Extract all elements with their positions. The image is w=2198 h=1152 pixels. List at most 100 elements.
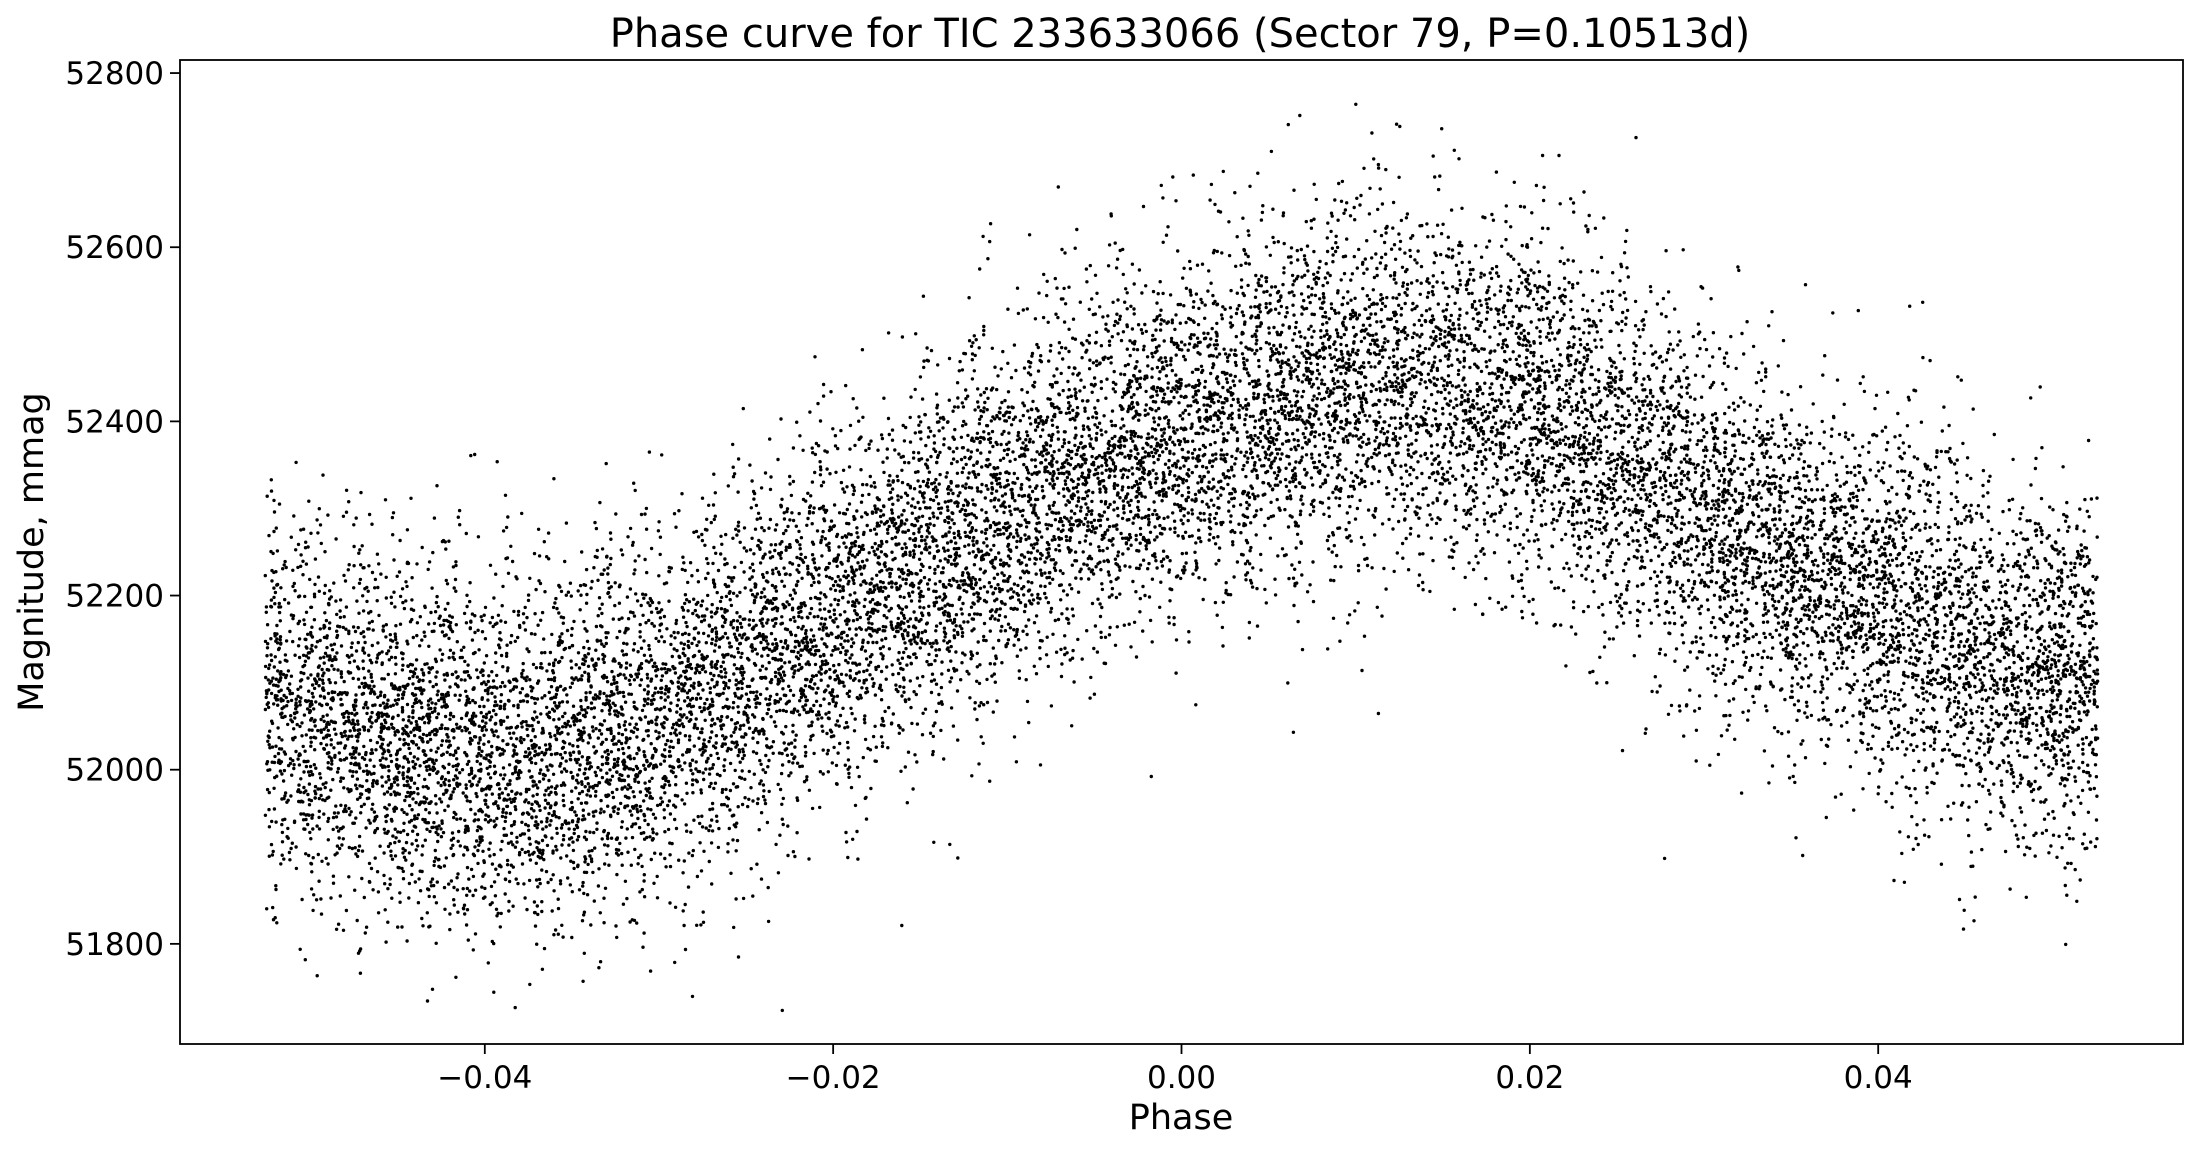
data-point — [1025, 307, 1030, 311]
data-point — [842, 574, 846, 578]
data-point — [1810, 559, 1815, 564]
data-point — [883, 709, 887, 714]
data-point — [427, 707, 431, 711]
data-point — [1455, 541, 1459, 545]
data-point — [724, 787, 728, 792]
data-point — [584, 698, 588, 702]
data-point — [1369, 365, 1373, 369]
data-point — [900, 468, 904, 472]
data-point — [1871, 734, 1875, 738]
data-point — [1547, 300, 1551, 305]
data-point — [420, 545, 424, 550]
data-point — [1003, 602, 1007, 606]
data-point — [1959, 521, 1964, 526]
data-point — [1546, 316, 1550, 320]
data-point — [1633, 324, 1638, 328]
data-point — [1692, 490, 1696, 494]
data-point — [1171, 426, 1176, 430]
data-point — [562, 647, 566, 652]
data-point — [495, 914, 499, 918]
data-point — [1120, 516, 1125, 521]
data-point — [642, 596, 646, 600]
data-point — [1840, 666, 1844, 670]
data-point — [1025, 632, 1029, 637]
data-point — [587, 679, 591, 683]
data-point — [1074, 391, 1078, 395]
data-point — [1520, 609, 1524, 614]
data-point — [1362, 336, 1367, 340]
data-point — [561, 616, 566, 620]
data-point — [1892, 697, 1896, 701]
data-point — [839, 672, 844, 676]
data-point — [1254, 533, 1258, 537]
data-point — [920, 733, 925, 737]
data-point — [1404, 469, 1409, 473]
data-point — [509, 736, 513, 740]
data-point — [860, 515, 864, 519]
data-point — [1411, 468, 1416, 472]
data-point — [2082, 564, 2087, 568]
data-point — [1377, 469, 1382, 473]
data-point — [1342, 379, 1347, 383]
data-point — [662, 759, 667, 763]
data-point — [2007, 761, 2011, 765]
data-point — [1764, 367, 1768, 371]
data-point — [1225, 452, 1229, 457]
data-point — [1518, 204, 1523, 209]
data-point — [1379, 319, 1383, 324]
data-point — [2022, 853, 2027, 857]
data-point — [1468, 512, 1473, 516]
data-point — [1373, 533, 1377, 537]
data-point — [1364, 383, 1368, 387]
data-point — [1162, 319, 1166, 323]
data-point — [599, 798, 603, 803]
data-point — [1700, 413, 1705, 417]
data-point — [1537, 553, 1541, 557]
data-point — [2006, 578, 2010, 582]
data-point — [1484, 360, 1488, 364]
data-point — [1498, 289, 1503, 293]
data-point — [348, 660, 352, 665]
data-point — [1842, 402, 1846, 406]
data-point — [1770, 310, 1774, 314]
data-point — [1147, 561, 1151, 566]
data-point — [1063, 482, 1068, 486]
data-point — [1222, 347, 1226, 351]
data-point — [1494, 264, 1499, 269]
data-point — [740, 651, 744, 656]
data-point — [558, 585, 562, 589]
data-point — [1419, 281, 1423, 285]
data-point — [1768, 569, 1772, 574]
data-point — [269, 653, 273, 657]
data-point — [814, 673, 819, 678]
data-point — [443, 714, 448, 719]
data-point — [920, 534, 924, 539]
data-point — [1435, 377, 1440, 382]
data-point — [1723, 537, 1727, 541]
data-point — [434, 702, 438, 706]
data-point — [669, 731, 673, 736]
data-point — [928, 731, 933, 735]
data-point — [1412, 394, 1417, 399]
data-point — [316, 575, 321, 579]
data-point — [1159, 428, 1164, 432]
data-point — [1098, 524, 1103, 528]
data-point — [1632, 554, 1637, 559]
data-point — [523, 896, 527, 900]
data-point — [966, 433, 970, 438]
data-point — [1685, 562, 1690, 566]
data-point — [754, 623, 758, 627]
data-point — [1006, 361, 1010, 365]
data-point — [1027, 720, 1031, 725]
data-point — [388, 882, 392, 887]
data-point — [1151, 289, 1156, 294]
data-point — [1506, 399, 1510, 403]
data-point — [501, 584, 505, 589]
data-point — [707, 828, 711, 833]
data-point — [698, 670, 702, 675]
data-point — [850, 653, 854, 657]
data-point — [702, 631, 706, 636]
data-point — [1587, 531, 1592, 536]
data-point — [1717, 492, 1722, 497]
data-point — [857, 670, 861, 674]
